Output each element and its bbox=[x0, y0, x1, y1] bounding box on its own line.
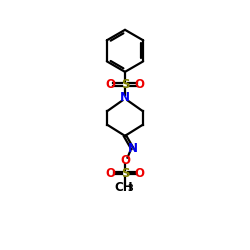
Text: O: O bbox=[105, 78, 115, 91]
Text: O: O bbox=[134, 167, 144, 180]
Text: N: N bbox=[120, 91, 130, 104]
Text: 3: 3 bbox=[128, 184, 133, 193]
Text: O: O bbox=[135, 78, 145, 91]
Text: O: O bbox=[106, 167, 116, 180]
Text: O: O bbox=[120, 154, 130, 167]
Text: N: N bbox=[128, 142, 138, 155]
Text: S: S bbox=[121, 78, 129, 91]
Text: S: S bbox=[121, 167, 129, 180]
Text: CH: CH bbox=[114, 180, 133, 194]
